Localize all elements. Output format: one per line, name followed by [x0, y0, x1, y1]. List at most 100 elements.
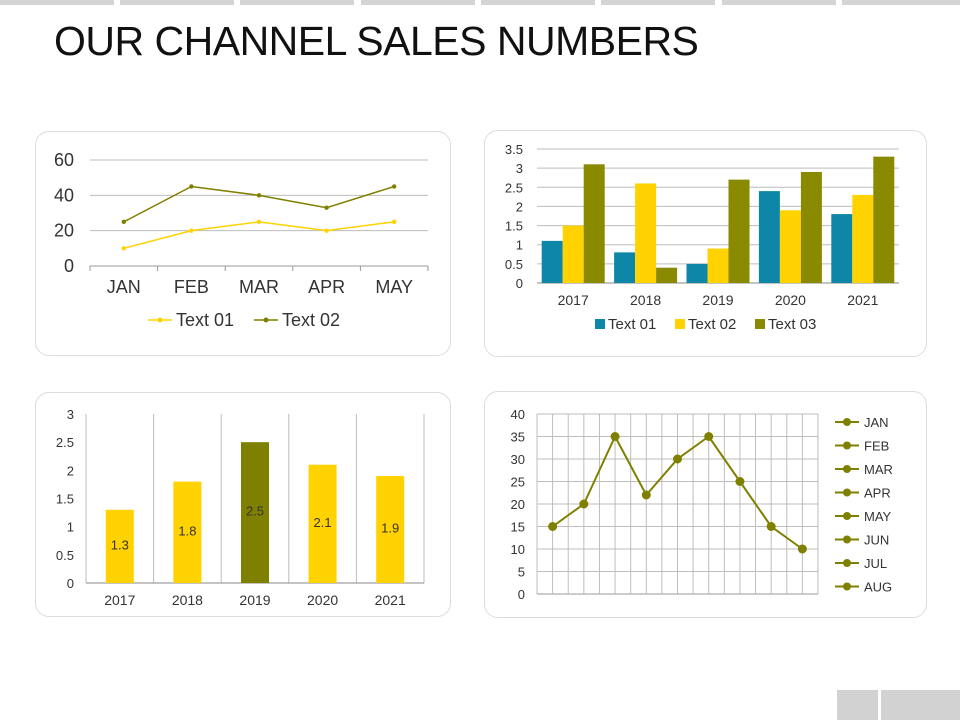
x-tick-label: FEB	[174, 277, 209, 297]
bar	[800, 171, 822, 283]
data-point	[324, 205, 329, 210]
legend-label: JUN	[864, 533, 889, 548]
data-label: 1.3	[111, 537, 129, 552]
top-decoration-bars	[0, 0, 960, 5]
data-label: 2.5	[246, 504, 264, 519]
chart-panel-4: 0 5 10 15 20 25 30 35 40 JAN FEB MAR APR MAY JUN JUL AUG	[484, 391, 927, 618]
data-point	[256, 193, 262, 198]
y-tick-label: 40	[511, 407, 525, 422]
bar	[376, 475, 405, 583]
x-tick-label: 2021	[847, 292, 878, 308]
x-tick-label: 2017	[104, 592, 135, 608]
series-line	[123, 221, 395, 250]
bar	[831, 214, 853, 283]
bar	[707, 248, 729, 283]
bar	[779, 210, 801, 283]
data-point	[579, 499, 589, 509]
x-tick-label: 2018	[172, 592, 203, 608]
y-tick-label: 2	[516, 199, 523, 214]
legend-swatch	[595, 319, 605, 329]
y-tick-label: 1.5	[56, 492, 74, 507]
legend-label: AUG	[864, 580, 892, 595]
y-tick-label: 3	[67, 407, 74, 422]
y-tick-label: 2	[67, 463, 74, 478]
legend-label: JAN	[864, 415, 889, 430]
line-chart-monthly: 0 20 40 60 JAN FEB MAR APR MAY Text 01 Text 02	[54, 150, 429, 330]
legend-swatch	[675, 319, 685, 329]
bar	[241, 442, 269, 583]
y-tick-label: 20	[511, 497, 525, 512]
data-point	[735, 477, 745, 486]
legend-swatch	[755, 319, 765, 329]
y-tick-label: 0	[516, 276, 523, 291]
legend-label: Text 01	[608, 316, 656, 333]
y-tick-label: 30	[511, 452, 525, 467]
y-tick-label: 2.5	[56, 435, 74, 450]
bar	[541, 240, 563, 283]
bar	[105, 509, 134, 583]
data-point	[704, 432, 714, 441]
data-label: 1.9	[381, 520, 399, 535]
x-tick-label: APR	[308, 277, 345, 297]
data-point	[392, 184, 397, 189]
grouped-bar-chart-yearly: 0 0.5 1 1.5 2 2.5 3 3.5 2017 2018 2019 2020 2021 Text…	[505, 142, 899, 333]
legend-label: MAR	[864, 462, 893, 477]
data-point	[256, 219, 262, 225]
data-point	[673, 454, 682, 464]
y-tick-label: 15	[511, 520, 525, 535]
bar	[562, 225, 584, 283]
y-tick-label: 3	[516, 161, 523, 176]
data-point	[641, 490, 651, 500]
chart-panel-2: 0 0.5 1 1.5 2 2.5 3 3.5 2017 2018 2019 2020 2021 Text…	[484, 130, 927, 357]
y-tick-label: 0.5	[56, 548, 74, 563]
y-tick-label: 0	[64, 256, 74, 276]
data-point	[797, 544, 807, 554]
legend-marker	[843, 488, 851, 497]
y-tick-label: 10	[511, 542, 525, 557]
bar	[758, 191, 780, 283]
bar	[173, 481, 202, 583]
legend-marker	[157, 317, 163, 323]
legend-marker	[263, 317, 269, 323]
legend-label: Text 02	[282, 310, 340, 330]
data-label: 2.1	[314, 515, 332, 530]
x-tick-label: 2017	[558, 292, 589, 308]
y-tick-label: 0	[518, 587, 525, 602]
x-tick-label: MAR	[239, 277, 279, 297]
bar	[308, 464, 337, 583]
legend-label: APR	[864, 486, 891, 501]
x-tick-label: MAY	[375, 277, 413, 297]
x-tick-label: 2020	[775, 292, 806, 308]
legend-label: Text 03	[768, 316, 816, 333]
y-tick-label: 60	[54, 150, 74, 170]
legend-label: MAY	[864, 509, 892, 524]
bar	[635, 183, 657, 283]
x-tick-label: 2020	[307, 592, 338, 608]
x-tick-label: 2018	[630, 292, 661, 308]
bar	[873, 156, 895, 283]
bar	[852, 194, 874, 283]
legend-marker	[843, 465, 851, 473]
chart-panel-3: 0 0.5 1 1.5 2 2.5 3 1.3 2017 1.8 2018 2.5 2019 2.1 202…	[35, 392, 451, 617]
x-tick-label: 2019	[702, 292, 733, 308]
y-tick-label: 0	[67, 576, 74, 591]
data-point	[189, 228, 194, 233]
y-tick-label: 1	[516, 238, 523, 253]
y-tick-label: 0.5	[505, 257, 523, 272]
y-tick-label: 20	[54, 221, 74, 241]
y-tick-label: 3.5	[505, 142, 523, 157]
x-tick-label: 2021	[375, 592, 406, 608]
legend-label: JUL	[864, 556, 887, 571]
legend-marker	[843, 418, 851, 426]
bar	[686, 263, 708, 283]
legend-label: Text 02	[688, 316, 736, 333]
legend-marker	[843, 441, 851, 450]
data-point	[121, 246, 127, 251]
bar-chart-yearly: 0 0.5 1 1.5 2 2.5 3 1.3 2017 1.8 2018 2.5 2019 2.1 202…	[56, 407, 425, 608]
y-tick-label: 35	[511, 430, 525, 445]
data-point	[189, 184, 194, 189]
x-tick-label: JAN	[107, 277, 141, 297]
data-point	[392, 219, 397, 225]
legend-marker	[843, 559, 851, 567]
data-label: 1.8	[178, 523, 196, 538]
